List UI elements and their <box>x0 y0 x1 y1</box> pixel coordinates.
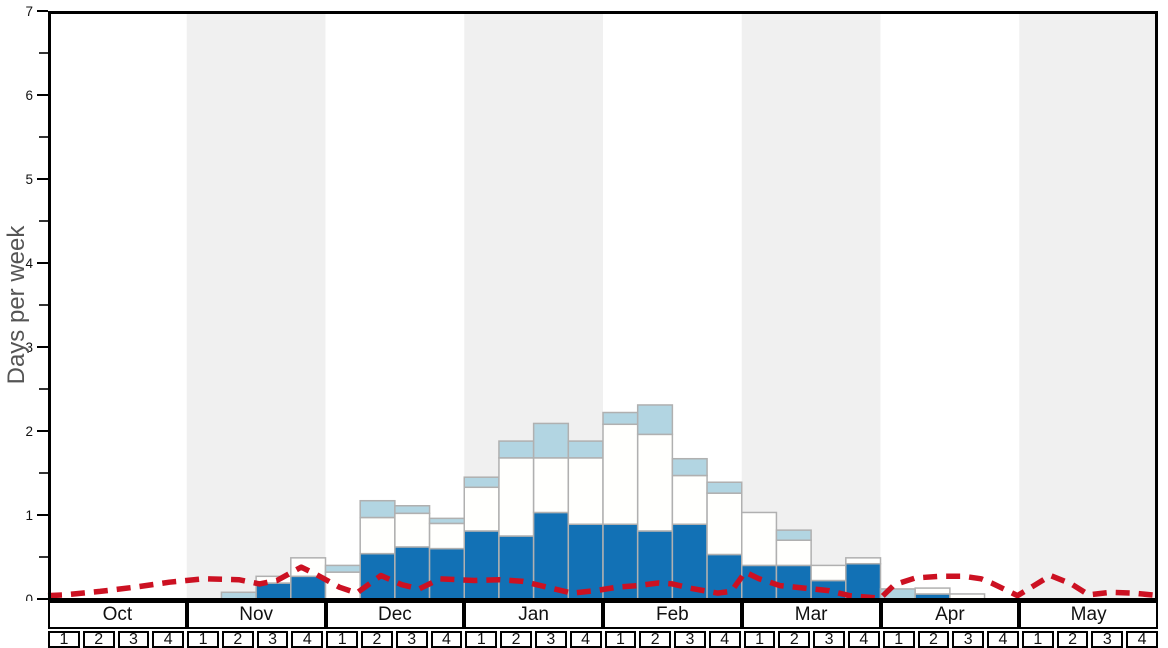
bar-segment-light-blue <box>220 591 257 600</box>
bar-segment-dark-blue <box>636 530 674 600</box>
bar-segment-white <box>498 457 535 537</box>
week-cell-nov-1: 1 <box>187 631 219 648</box>
bar-segment-white <box>359 516 396 555</box>
week-cell-jan-4: 4 <box>569 631 602 648</box>
bar-segment-light-blue <box>359 499 396 519</box>
week-cell-feb-1: 1 <box>604 631 637 648</box>
bar-segment-white <box>914 587 951 595</box>
month-cell-oct: Oct <box>48 601 187 629</box>
y-tick-label: 6 <box>25 88 33 103</box>
bar-segment-light-blue <box>775 529 812 541</box>
plot-svg: 0 1 2 3 4 5 6 7 <box>25 4 1159 601</box>
y-tick-label: 5 <box>25 172 33 187</box>
week-cell-may-1: 1 <box>1021 631 1054 648</box>
bar-segment-light-blue <box>428 517 465 525</box>
month-band <box>741 11 881 601</box>
week-cell-mar-4: 4 <box>847 631 880 648</box>
week-cell-dec-1: 1 <box>326 631 359 648</box>
week-cell-jan-3: 3 <box>534 631 567 648</box>
bar-segment-light-blue <box>636 404 674 436</box>
bar-segment-white <box>810 564 847 582</box>
month-cell-dec: Dec <box>325 601 465 629</box>
bar-segment-white <box>706 492 743 556</box>
bar-segment-white <box>671 474 708 525</box>
bar-segment-light-blue <box>567 440 604 459</box>
week-cell-jan-2: 2 <box>500 631 532 648</box>
month-cell-apr: Apr <box>880 601 1020 629</box>
week-cell-may-4: 4 <box>1126 631 1158 648</box>
week-cell-may-3: 3 <box>1091 631 1124 648</box>
bar-segment-dark-blue <box>428 547 465 600</box>
bar-segment-light-blue <box>498 440 535 459</box>
bar-segment-white <box>741 511 778 567</box>
week-cell-apr-2: 2 <box>917 631 950 648</box>
bar-segment-white <box>532 457 570 514</box>
week-cell-dec-2: 2 <box>361 631 393 648</box>
bar-segment-dark-blue <box>567 523 604 600</box>
bar-segment-dark-blue <box>394 546 431 600</box>
bar-segment-white <box>602 423 639 525</box>
y-tick-label: 7 <box>25 4 33 19</box>
month-row: Oct Nov Dec Jan Feb Mar Apr May <box>48 601 1158 629</box>
bar-segment-white <box>567 457 604 525</box>
month-cell-feb: Feb <box>603 601 742 629</box>
week-cell-oct-3: 3 <box>117 631 150 648</box>
week-cell-apr-3: 3 <box>952 631 985 648</box>
bar-segment-light-blue <box>532 422 570 459</box>
bar-segment-white <box>775 539 812 567</box>
plot-frame <box>48 11 1158 601</box>
y-axis-title: Days per week <box>3 225 30 385</box>
week-cell-may-2: 2 <box>1056 631 1089 648</box>
week-cell-oct-2: 2 <box>82 631 115 648</box>
week-cell-nov-2: 2 <box>221 631 254 648</box>
week-cell-mar-1: 1 <box>743 631 776 648</box>
month-band <box>1019 11 1158 601</box>
y-tick-label: 0 <box>25 592 33 601</box>
bar-segment-white <box>428 522 465 550</box>
week-cell-feb-2: 2 <box>639 631 672 648</box>
week-cell-feb-3: 3 <box>674 631 706 648</box>
bar-segment-white <box>394 512 431 548</box>
bar-segment-white <box>463 486 500 532</box>
week-cell-feb-4: 4 <box>708 631 741 648</box>
trend-line <box>47 564 1159 601</box>
bar-segment-white <box>636 433 674 532</box>
bar-segment-light-blue <box>671 457 708 477</box>
bar-segment-light-blue <box>463 476 500 489</box>
month-cell-may: May <box>1019 601 1158 629</box>
month-cell-mar: Mar <box>741 601 881 629</box>
week-cell-apr-4: 4 <box>987 631 1019 648</box>
bar-segment-light-blue <box>706 481 743 494</box>
bar-segment-light-blue <box>602 411 639 426</box>
bar-segment-light-blue <box>324 564 361 573</box>
week-cell-oct-4: 4 <box>152 631 185 648</box>
y-tick-label: 3 <box>25 340 33 355</box>
week-cell-jan-1: 1 <box>465 631 498 648</box>
y-tick-label: 4 <box>25 256 33 271</box>
month-cell-jan: Jan <box>464 601 603 629</box>
week-cell-nov-3: 3 <box>256 631 289 648</box>
week-cell-mar-2: 2 <box>778 631 811 648</box>
y-tick-label: 1 <box>25 508 33 523</box>
bar-segment-white <box>845 557 882 565</box>
bar-segment-dark-blue <box>463 530 500 600</box>
week-cell-dec-3: 3 <box>395 631 428 648</box>
week-cell-mar-3: 3 <box>813 631 845 648</box>
week-cell-dec-4: 4 <box>430 631 463 648</box>
bar-segment-light-blue <box>394 505 431 515</box>
y-tick-label: 2 <box>25 424 33 439</box>
bar-segment-dark-blue <box>498 535 535 600</box>
week-cell-apr-1: 1 <box>882 631 915 648</box>
month-band <box>186 11 326 601</box>
week-cell-oct-1: 1 <box>48 631 80 648</box>
bar-segment-dark-blue <box>775 564 812 600</box>
month-cell-nov: Nov <box>186 601 326 629</box>
week-cell-nov-4: 4 <box>291 631 324 648</box>
